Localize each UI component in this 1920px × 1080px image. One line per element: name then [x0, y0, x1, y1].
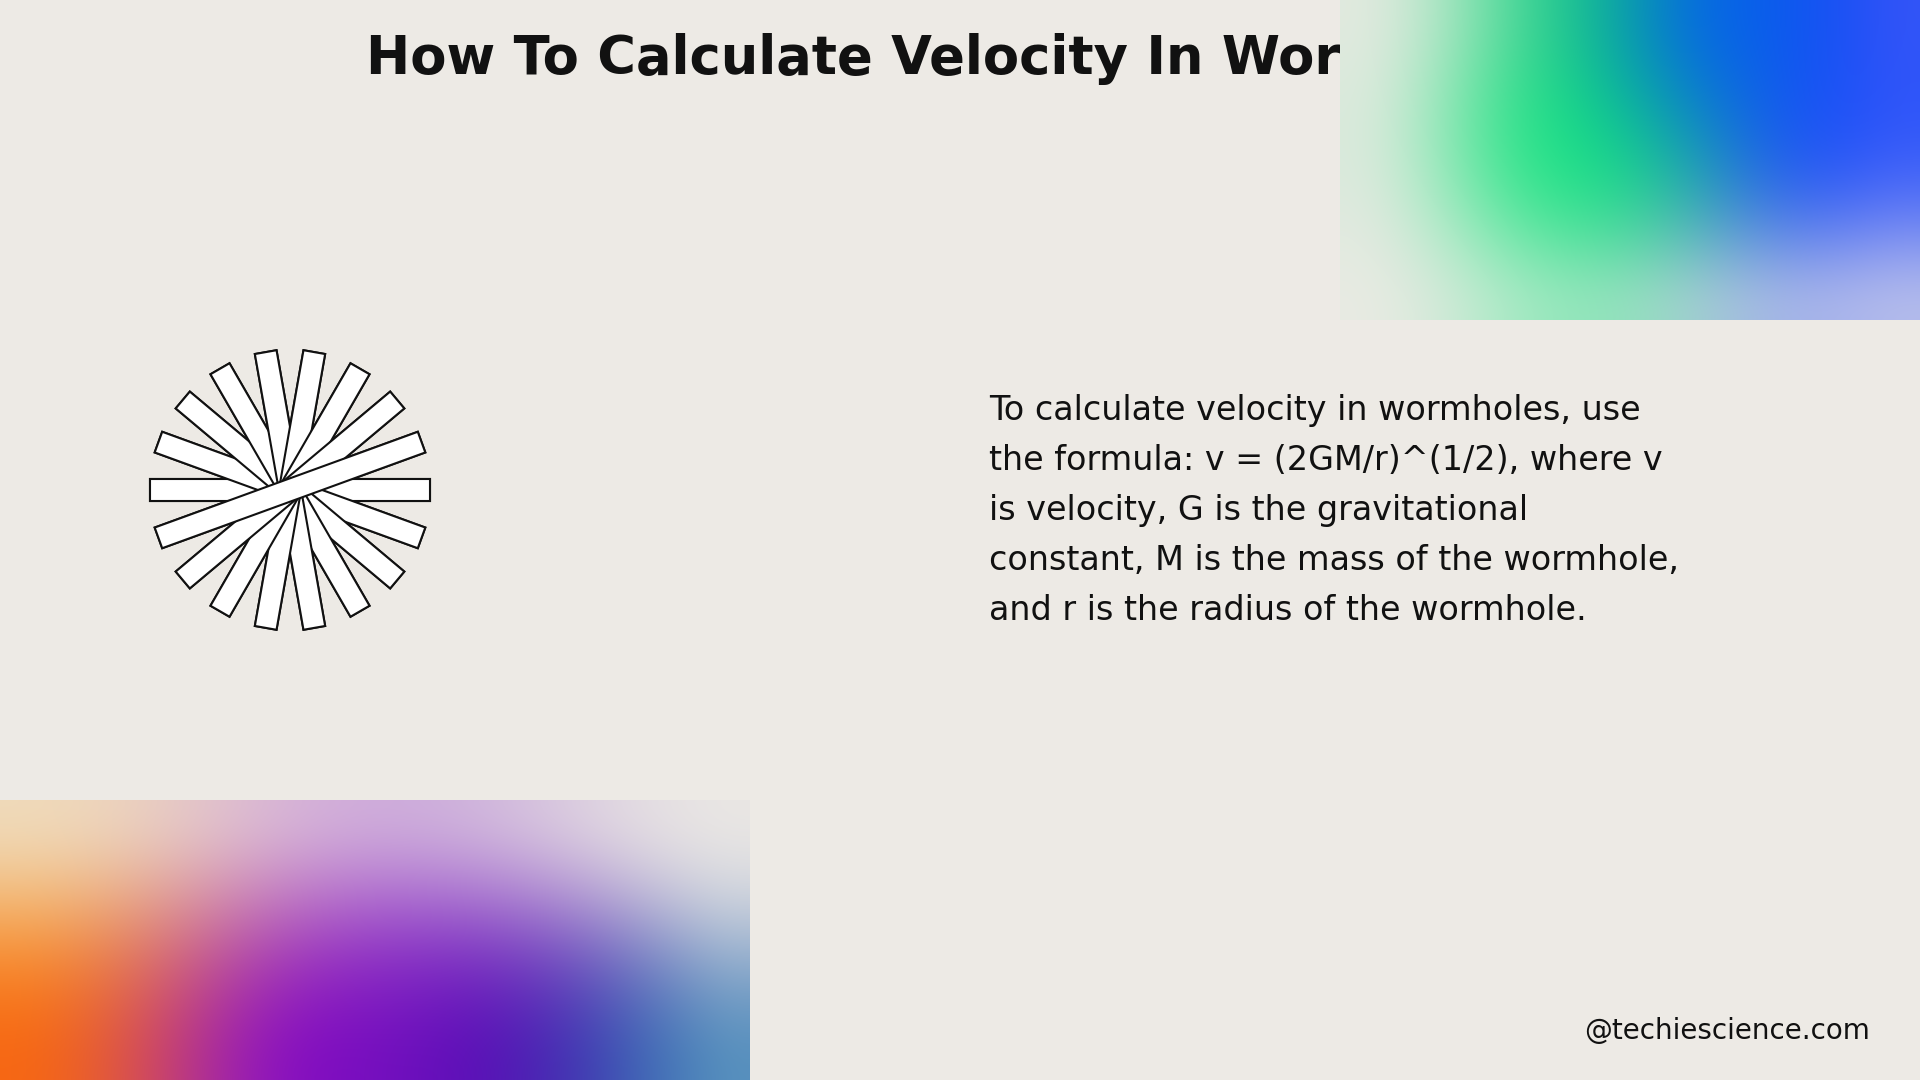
Polygon shape — [211, 363, 369, 617]
Polygon shape — [255, 350, 324, 630]
Polygon shape — [211, 363, 369, 617]
Polygon shape — [177, 392, 405, 589]
Polygon shape — [156, 432, 426, 549]
Text: To calculate velocity in wormholes, use
the formula: v = (2GM/r)^(1/2), where v
: To calculate velocity in wormholes, use … — [989, 394, 1678, 626]
Polygon shape — [177, 392, 405, 589]
Polygon shape — [156, 432, 426, 549]
Text: @techiescience.com: @techiescience.com — [1584, 1017, 1870, 1045]
Polygon shape — [156, 432, 426, 549]
Polygon shape — [150, 480, 430, 501]
Polygon shape — [177, 392, 405, 589]
Polygon shape — [177, 392, 405, 589]
Text: How To Calculate Velocity In Wormholes: How To Calculate Velocity In Wormholes — [367, 33, 1553, 85]
Polygon shape — [150, 480, 430, 501]
Polygon shape — [255, 350, 324, 630]
Polygon shape — [255, 350, 324, 630]
Polygon shape — [156, 432, 426, 549]
Polygon shape — [211, 363, 369, 617]
Polygon shape — [255, 350, 324, 630]
Polygon shape — [211, 363, 369, 617]
